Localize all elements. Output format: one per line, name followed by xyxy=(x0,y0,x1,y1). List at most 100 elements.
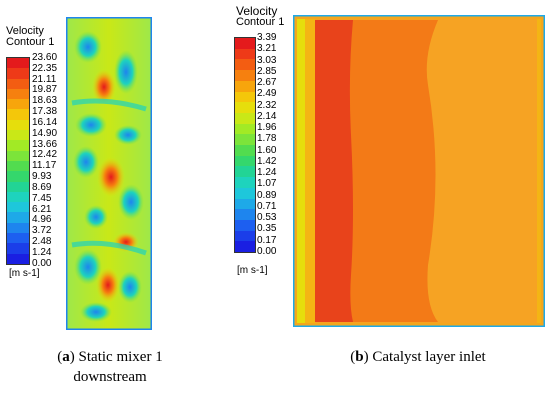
panel-b-colorbar-swatch xyxy=(235,209,255,220)
panel-a-tick-label: 16.14 xyxy=(32,116,58,128)
panel-a-caption-line2: downstream xyxy=(73,369,147,385)
panel-a-tick-label: 17.38 xyxy=(32,106,58,118)
panel-a-colorbar-swatch xyxy=(7,58,29,69)
panel-b-tick-label: 2.67 xyxy=(257,77,277,88)
panel-a-tick-label: 1.24 xyxy=(32,246,52,258)
panel-a-colorbar-swatch xyxy=(7,78,29,89)
panel-a-legend-title-line2: Contour 1 xyxy=(6,36,55,48)
panel-a-unit-label: [m s-1] xyxy=(9,268,40,279)
panel-b-legend-title: Velocity Contour 1 xyxy=(236,4,285,28)
panel-b-tick-label: 3.39 xyxy=(257,32,277,43)
panel-b-colorbar-swatch xyxy=(235,187,255,199)
panel-a-tick-label: 4.96 xyxy=(32,214,52,226)
panel-a-colorbar-swatch xyxy=(7,253,29,264)
panel-b-colorbar-swatch xyxy=(235,241,255,253)
panel-a-colorbar-swatch xyxy=(7,233,29,244)
panel-b-colorbar-swatch xyxy=(235,102,255,113)
panel-a-colorbar-swatch xyxy=(7,140,29,151)
panel-b-tick-label: 0.53 xyxy=(257,212,277,223)
panel-a-tick-label: 7.45 xyxy=(32,192,52,204)
panel-a-tick-label: 11.17 xyxy=(32,160,57,172)
panel-a-colorbar-swatch xyxy=(7,212,29,223)
panel-b-caption-letter: b xyxy=(355,349,364,365)
panel-a-caption-line1: Static mixer 1 xyxy=(78,349,163,365)
panel-a-tick-label: 14.90 xyxy=(32,127,58,139)
panel-a-colorbar-swatch xyxy=(7,68,29,79)
panel-a-colorbar-swatch xyxy=(7,99,29,110)
panel-a-colorbar xyxy=(6,57,30,265)
panel-a-contour-plot xyxy=(66,17,152,330)
panel-a-tick-label: 18.63 xyxy=(32,95,58,107)
panel-a-colorbar-swatch xyxy=(7,191,29,203)
panel-a-colorbar-swatch xyxy=(7,88,29,100)
panel-b-tick-label: 2.14 xyxy=(257,110,277,122)
panel-b-colorbar-swatch xyxy=(235,112,255,124)
panel-b-tick-label: 1.24 xyxy=(257,167,277,178)
panel-b-tick-label: 1.07 xyxy=(257,178,277,190)
panel-a-colorbar-swatch xyxy=(7,222,29,234)
panel-b-tick-label: 1.96 xyxy=(257,122,277,133)
panel-b-colorbar-swatch xyxy=(235,80,255,92)
panel-a-colorbar-swatch xyxy=(7,243,29,254)
panel-a-tick-label: 6.21 xyxy=(32,203,52,215)
panel-b-colorbar-swatch xyxy=(235,123,255,135)
panel-b-caption: (b) Catalyst layer inlet xyxy=(350,349,486,365)
panel-a-colorbar-swatch xyxy=(7,109,29,120)
panel-a-tick-label: 12.42 xyxy=(32,149,58,161)
panel-b-tick-label: 0.35 xyxy=(257,223,277,235)
panel-b-tick-label: 1.42 xyxy=(257,155,277,167)
panel-b-legend-title-line2: Contour 1 xyxy=(236,16,285,28)
panel-b-colorbar-swatch xyxy=(235,177,255,188)
panel-a-tick-label: 8.69 xyxy=(32,181,52,193)
panel-b-tick-label: 3.03 xyxy=(257,54,277,66)
panel-a-tick-label: 13.66 xyxy=(32,138,58,150)
panel-b-tick-label: 0.71 xyxy=(257,200,277,212)
panel-a-tick-label: 3.72 xyxy=(32,225,52,237)
panel-b-tick-labels: 3.39 3.21 3.03 2.85 2.67 2.49 2.32 2.14 1.96 1.78… xyxy=(257,33,276,257)
panel-a-tick-label: 22.35 xyxy=(32,62,58,74)
panel-a-tick-label: 2.48 xyxy=(32,236,52,248)
panel-b-tick-label: 2.85 xyxy=(257,65,277,77)
panel-a-tick-labels: 23.60 22.35 21.11 19.87 18.63 17.38 16.14 14.90… xyxy=(32,53,57,269)
panel-a-colorbar-swatch xyxy=(7,202,29,213)
panel-b-legend-title-line1: Velocity xyxy=(236,4,278,18)
panel-b-colorbar-swatch xyxy=(235,219,255,231)
panel-a-tick-label: 9.93 xyxy=(32,171,52,183)
panel-b-colorbar-swatch xyxy=(235,145,255,156)
panel-b-tick-label: 3.21 xyxy=(257,43,277,55)
panel-a-legend-title-line1: Velocity xyxy=(6,25,44,37)
panel-a-tick-label: 23.60 xyxy=(32,52,58,63)
panel-a-legend-title: Velocity Contour 1 xyxy=(6,26,54,48)
panel-b-colorbar-swatch xyxy=(235,38,255,49)
panel-b-colorbar-swatch xyxy=(235,59,255,71)
panel-b-caption-text: Catalyst layer inlet xyxy=(372,349,486,365)
panel-a-colorbar-swatch xyxy=(7,150,29,161)
panel-a-tick-label: 19.87 xyxy=(32,84,58,96)
panel-b-colorbar-swatch xyxy=(235,198,255,210)
panel-b-tick-label: 0.00 xyxy=(257,245,277,257)
panel-a-colorbar-swatch xyxy=(7,130,29,141)
panel-b-tick-label: 1.60 xyxy=(257,144,277,156)
panel-b-tick-label: 2.32 xyxy=(257,99,277,111)
panel-b-tick-label: 1.78 xyxy=(257,133,277,145)
panel-b-colorbar-swatch xyxy=(235,134,255,146)
panel-b-colorbar-swatch xyxy=(235,230,255,242)
panel-b-colorbar-swatch xyxy=(235,48,255,60)
panel-b-tick-label: 0.89 xyxy=(257,189,277,201)
panel-b-tick-label: 2.49 xyxy=(257,88,277,100)
panel-b-colorbar-swatch xyxy=(235,70,255,81)
panel-a-tick-label: 21.11 xyxy=(32,73,57,85)
panel-a-tick-label: 0.00 xyxy=(32,257,52,269)
panel-a-colorbar-swatch xyxy=(7,119,29,131)
panel-b-colorbar-swatch xyxy=(235,91,255,103)
panel-a-colorbar-swatch xyxy=(7,160,29,172)
panel-b-tick-label: 0.17 xyxy=(257,234,277,246)
panel-b-unit-label: [m s-1] xyxy=(237,265,268,276)
panel-a-colorbar-swatch xyxy=(7,171,29,182)
panel-b-colorbar-swatch xyxy=(235,166,255,178)
panel-a-colorbar-swatch xyxy=(7,181,29,192)
panel-b-colorbar-swatch xyxy=(235,155,255,167)
panel-a-caption-letter: a xyxy=(62,349,70,365)
panel-b-colorbar xyxy=(234,37,256,253)
panel-b-contour-plot xyxy=(293,15,545,327)
